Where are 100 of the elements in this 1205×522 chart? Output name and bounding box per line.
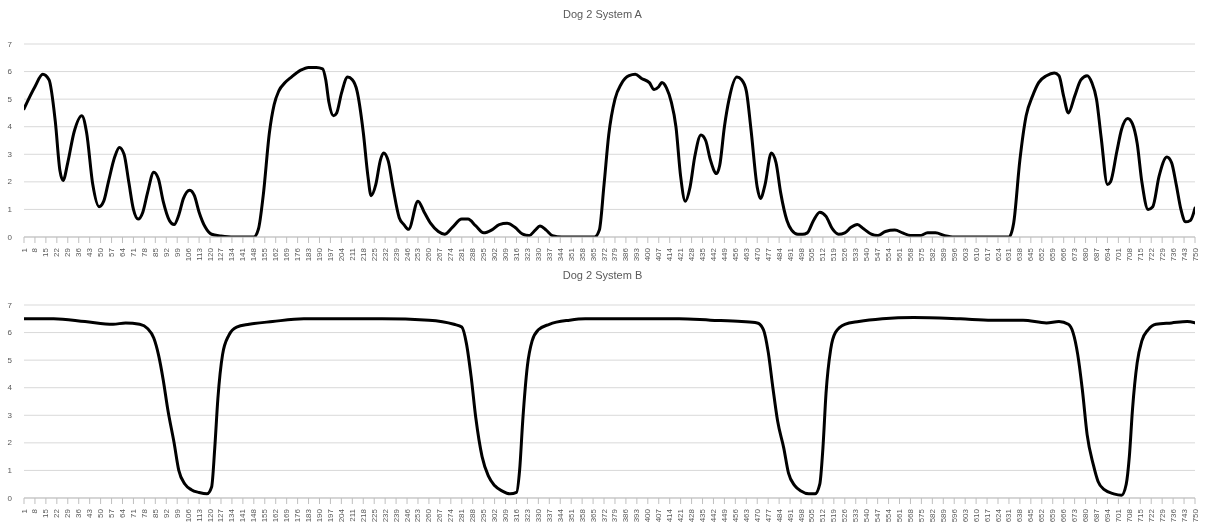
x-tick-label: 78 [139,508,149,518]
x-tick-label: 659 [1048,247,1058,262]
x-tick-label: 162 [271,508,281,522]
x-tick-label: 246 [402,508,412,522]
x-tick-label: 519 [829,508,839,522]
x-tick-label: 519 [829,247,839,262]
x-tick-label: 169 [282,508,292,522]
x-tick-label: 57 [107,247,117,257]
x-tick-label: 204 [336,508,346,522]
x-tick-label: 715 [1135,508,1145,522]
x-tick-label: 561 [895,247,905,262]
x-tick-label: 533 [851,247,861,262]
x-tick-label: 141 [238,247,248,262]
x-tick-label: 701 [1113,508,1123,522]
y-tick-label: 3 [7,410,13,420]
x-tick-label: 92 [161,508,171,518]
x-tick-label: 106 [183,508,193,522]
x-tick-label: 449 [719,508,729,522]
x-tick-label: 477 [763,247,773,262]
x-tick-label: 505 [807,247,817,262]
x-tick-label: 232 [380,247,390,262]
y-tick-label: 7 [7,39,13,49]
x-tick-label: 232 [380,508,390,522]
x-tick-label: 225 [369,247,379,262]
x-tick-label: 155 [260,508,270,522]
y-tick-label: 1 [7,204,13,214]
x-tick-label: 736 [1168,508,1178,522]
x-tick-label: 442 [708,508,718,522]
x-tick-label: 379 [610,247,620,262]
x-tick-label: 694 [1102,247,1112,262]
x-tick-label: 617 [982,247,992,262]
x-tick-label: 309 [501,247,511,262]
x-tick-label: 624 [993,508,1003,522]
x-tick-label: 694 [1102,508,1112,522]
x-tick-label: 484 [774,247,784,262]
x-tick-label: 316 [511,508,521,522]
x-tick-label: 610 [971,247,981,262]
x-tick-label: 15 [41,508,51,518]
x-tick-label: 253 [413,508,423,522]
x-tick-label: 687 [1092,508,1101,522]
x-tick-label: 372 [599,508,609,522]
x-tick-label: 463 [741,508,751,522]
x-tick-label: 680 [1081,508,1091,522]
x-tick-label: 155 [260,247,270,262]
x-tick-label: 281 [457,508,467,522]
x-tick-label: 85 [150,247,160,257]
x-tick-label: 680 [1081,247,1091,262]
x-tick-label: 29 [63,247,73,257]
x-tick-label: 148 [249,508,259,522]
x-tick-label: 722 [1146,508,1156,522]
x-tick-label: 358 [577,247,587,262]
chart-title: Dog 2 System A [562,8,643,20]
x-tick-label: 71 [128,247,138,257]
x-tick-label: 43 [85,247,95,257]
x-tick-label: 43 [85,508,95,518]
x-tick-label: 603 [960,508,970,522]
x-tick-label: 512 [818,247,828,262]
x-tick-label: 99 [172,247,182,257]
x-tick-label: 162 [271,247,281,262]
x-tick-label: 351 [566,247,576,262]
x-tick-label: 176 [293,508,303,522]
x-tick-label: 141 [238,508,248,522]
x-tick-label: 183 [304,508,314,522]
x-tick-label: 8 [30,508,40,514]
x-tick-label: 435 [698,247,708,262]
x-tick-label: 407 [654,508,664,522]
x-tick-label: 743 [1179,247,1189,262]
x-tick-label: 617 [982,508,992,522]
x-tick-label: 561 [895,508,905,522]
x-tick-label: 428 [687,508,697,522]
x-tick-label: 596 [949,508,959,522]
x-tick-label: 22 [52,247,62,257]
x-tick-label: 295 [479,247,489,262]
x-tick-label: 631 [1004,247,1014,262]
y-tick-label: 6 [7,67,13,77]
x-tick-label: 57 [107,508,117,518]
y-tick-label: 2 [7,177,13,187]
y-tick-label: 7 [7,300,13,310]
y-tick-label: 3 [7,149,13,159]
x-tick-label: 582 [927,508,937,522]
x-tick-label: 22 [52,508,62,518]
x-tick-label: 295 [479,508,489,522]
x-tick-label: 260 [424,508,434,522]
x-tick-label: 78 [139,247,149,257]
x-tick-label: 708 [1124,508,1134,522]
x-tick-label: 575 [916,508,926,522]
x-tick-label: 134 [227,508,237,522]
x-tick-label: 463 [741,247,751,262]
x-tick-label: 568 [905,247,915,262]
x-tick-label: 547 [873,508,883,522]
x-tick-label: 239 [391,508,401,522]
x-tick-label: 274 [446,247,456,262]
x-tick-label: 302 [490,508,500,522]
chart-title: Dog 2 System B [561,269,644,281]
x-tick-label: 708 [1124,247,1134,262]
x-tick-label: 337 [544,247,554,262]
y-tick-label: 2 [7,438,13,448]
x-tick-label: 498 [796,247,806,262]
x-tick-label: 365 [588,247,598,262]
x-tick-label: 302 [490,247,500,262]
